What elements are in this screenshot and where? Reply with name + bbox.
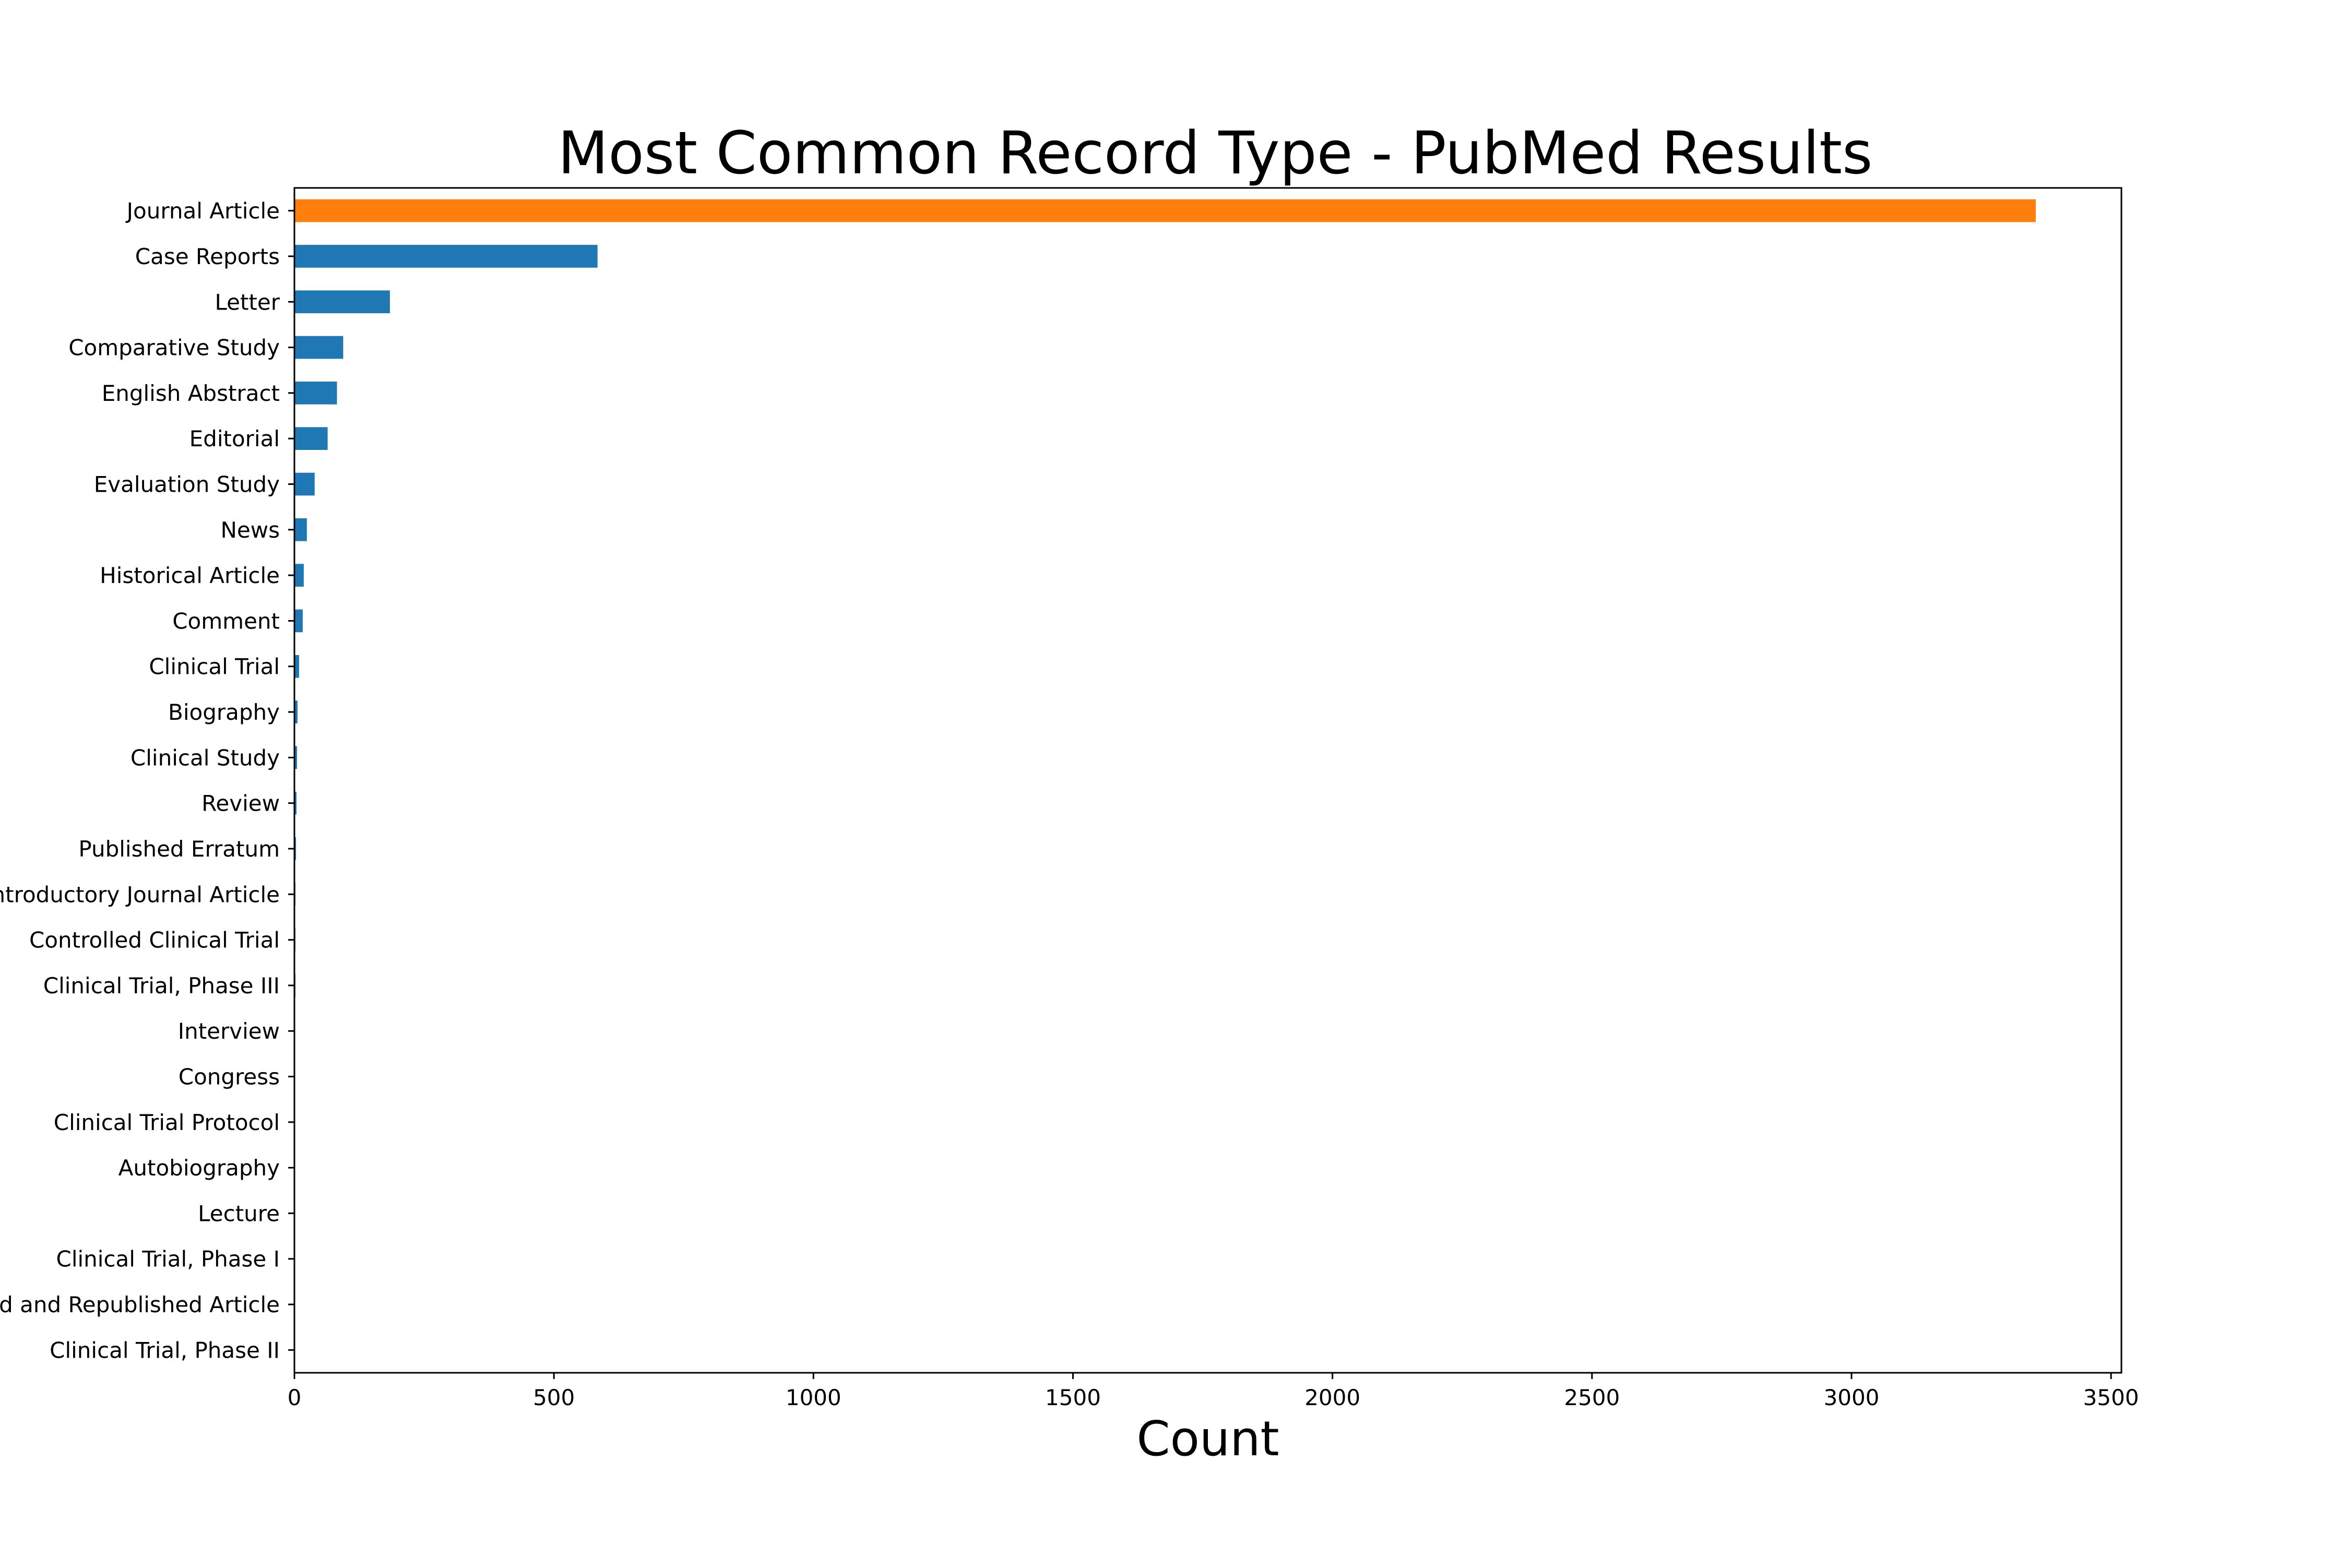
y-tick-label: Autobiography (118, 1155, 280, 1181)
y-tick-label: Historical Article (100, 563, 280, 588)
bar-case-reports (294, 245, 598, 268)
y-tick-label: Journal Article (125, 198, 280, 224)
y-tick-label: Comment (172, 608, 280, 634)
bar-english-abstract (294, 382, 337, 405)
bar-editorial (294, 427, 328, 450)
bar-historical-article (294, 564, 304, 587)
bar-journal-article (294, 199, 2036, 222)
y-tick-label: English Abstract (102, 381, 280, 406)
bar-clinical-study (294, 746, 297, 769)
y-tick-label: Interview (178, 1018, 280, 1044)
y-tick-label: Review (201, 791, 280, 816)
y-tick-label: Editorial (189, 426, 280, 452)
y-tick-label: Comparative Study (68, 335, 280, 361)
x-tick-label: 1000 (786, 1385, 841, 1410)
y-tick-label: Introductory Journal Article (0, 882, 280, 907)
y-tick-label: Clinical Trial Protocol (54, 1110, 280, 1135)
y-tick-label: Retracted and Republished Article (0, 1292, 280, 1317)
bar-evaluation-study (294, 472, 315, 496)
y-tick-label: Clinical Trial, Phase III (43, 973, 280, 999)
y-tick-label: Clinical Trial, Phase I (56, 1246, 280, 1272)
y-tick-label: Clinical Trial (149, 654, 280, 680)
y-axis-ticks: Journal Article Case Reports Letter Compara… (0, 198, 294, 1363)
y-tick-label: Clinical Trial, Phase II (50, 1337, 280, 1363)
x-axis-ticks: 0 500 1000 1500 2000 2500 3000 3500 (288, 1373, 2139, 1410)
plot-frame (293, 187, 2122, 1374)
x-tick-label: 500 (533, 1385, 575, 1410)
x-tick-label: 3000 (1824, 1385, 1880, 1410)
y-tick-label: Controlled Clinical Trial (29, 928, 280, 953)
bars-layer (294, 199, 2036, 1362)
bar-review (294, 791, 296, 815)
x-tick-label: 0 (288, 1385, 302, 1410)
y-tick-label: Evaluation Study (94, 472, 280, 497)
bar-comparative-study (294, 336, 343, 359)
bar-clinical-trial (294, 655, 299, 678)
bar-biography (294, 700, 298, 723)
x-tick-label: 2000 (1304, 1385, 1360, 1410)
y-tick-label: Case Reports (135, 244, 280, 269)
bar-letter (294, 290, 390, 314)
y-tick-label: Letter (215, 289, 280, 315)
y-tick-label: News (221, 517, 280, 543)
bar-comment (294, 609, 303, 633)
chart-title: Most Common Record Type - PubMed Results (558, 120, 1873, 187)
bar-news (294, 518, 307, 541)
x-tick-label: 2500 (1564, 1385, 1620, 1410)
y-tick-label: Published Erratum (78, 836, 280, 862)
y-tick-label: Clinical Study (130, 745, 280, 770)
x-axis-label: Count (1136, 1411, 1279, 1467)
y-tick-label: Congress (179, 1064, 280, 1090)
y-tick-label: Lecture (198, 1201, 280, 1226)
x-tick-label: 3500 (2083, 1385, 2139, 1410)
y-tick-label: Biography (168, 699, 280, 725)
x-tick-label: 1500 (1045, 1385, 1101, 1410)
